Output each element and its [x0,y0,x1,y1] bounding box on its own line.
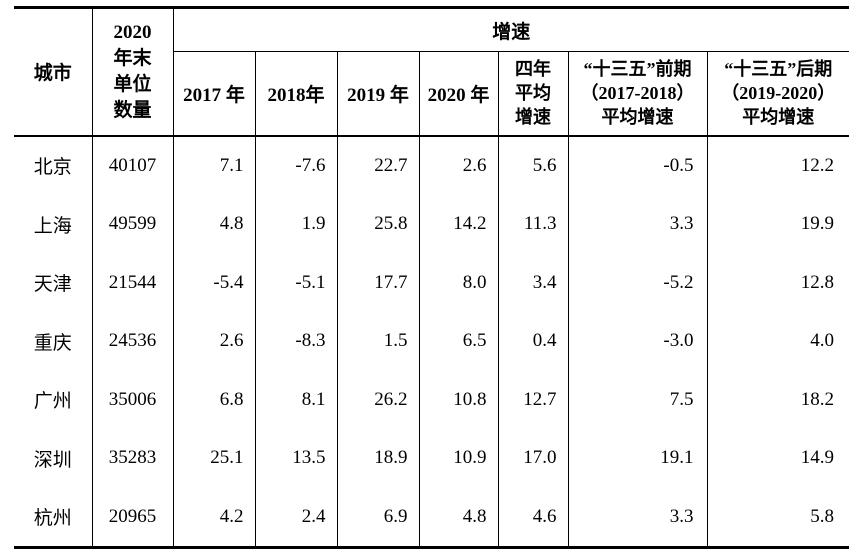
cell-units: 40107 [92,135,174,195]
header-growth: 增速 [173,7,850,52]
header-units-line: 2020 [113,21,152,43]
header-city: 城市 [14,7,93,137]
cell-value: 25.1 [173,429,256,488]
city-growth-table: 城市 2020 年末 单位 数量 增速 2017 年 2018年 2019 年 … [14,6,850,549]
cell-value: 7.5 [568,370,708,429]
cell-units: 21544 [92,253,174,312]
cell-city: 广州 [14,370,93,429]
header-avg-4yr-line: 平均 [515,83,551,104]
header-avg-4yr-line: 四年 [515,59,551,80]
header-avg-4yr: 四年 平均 增速 [498,51,569,137]
cell-value: -8.3 [255,312,338,371]
cell-value: 5.6 [498,135,569,195]
cell-value: -5.4 [173,253,256,312]
header-year-2018: 2018年 [255,51,338,137]
header-13-5-late-line: （2019-2020） [721,83,836,104]
cell-value: 4.6 [498,487,569,548]
cell-value: 26.2 [337,370,420,429]
header-units-2020: 2020 年末 单位 数量 [92,7,174,137]
cell-value: 6.9 [337,487,420,548]
cell-units: 35283 [92,429,174,488]
cell-value: 13.5 [255,429,338,488]
table-row-shenzhen: 深圳 35283 25.1 13.5 18.9 10.9 17.0 19.1 1… [14,429,849,488]
cell-value: 17.0 [498,429,569,488]
header-units-line: 年末 [113,47,152,69]
cell-value: 10.8 [419,370,499,429]
cell-city: 杭州 [14,487,93,548]
header-avg-4yr-line: 增速 [515,107,551,128]
table-row-shanghai: 上海 49599 4.8 1.9 25.8 14.2 11.3 3.3 19.9 [14,195,849,254]
table-row-beijing: 北京 40107 7.1 -7.6 22.7 2.6 5.6 -0.5 12.2 [14,135,849,195]
cell-value: 18.2 [800,388,835,410]
header-units-line: 数量 [113,99,152,121]
header-13-5-early-line: 平均增速 [601,107,674,128]
cell-value: 4.0 [810,330,835,352]
cell-value: 17.7 [337,253,420,312]
table-header: 城市 2020 年末 单位 数量 增速 2017 年 2018年 2019 年 … [14,7,850,137]
cell-value: 8.0 [419,253,499,312]
table-row-guangzhou: 广州 35006 6.8 8.1 26.2 10.8 12.7 7.5 18.2 [14,370,849,429]
cell-value: 1.9 [255,195,338,254]
header-year-2020: 2020 年 [419,51,499,137]
table-row-tianjin: 天津 21544 -5.4 -5.1 17.7 8.0 3.4 -5.2 12.… [14,253,849,312]
cell-units: 49599 [92,195,174,254]
cell-city: 天津 [14,253,93,312]
cell-value: 14.2 [419,195,499,254]
cell-value: -0.5 [568,135,708,195]
cell-value: -5.1 [255,253,338,312]
cell-value: 4.2 [173,487,256,548]
cell-units: 35006 [92,370,174,429]
cell-city: 重庆 [14,312,93,371]
cell-value: 22.7 [337,135,420,195]
table-row-hangzhou: 杭州 20965 4.2 2.4 6.9 4.8 4.6 3.3 5.8 [14,487,849,548]
cell-value: 19.9 [800,213,835,235]
header-row-top: 城市 2020 年末 单位 数量 增速 [14,7,850,137]
cell-value: 11.3 [498,195,569,254]
cell-value: 4.8 [173,195,256,254]
cell-value: 6.8 [173,370,256,429]
cell-city: 上海 [14,195,93,254]
header-13-5-late-line: “十三五”后期 [724,59,833,80]
cell-value: 5.8 [810,505,835,527]
cell-value: 18.9 [337,429,420,488]
cell-value: 10.9 [419,429,499,488]
cell-value: 25.8 [337,195,420,254]
cell-value: 2.4 [255,487,338,548]
cell-units: 24536 [92,312,174,371]
header-13-5-late-line: 平均增速 [742,107,815,128]
cell-units: 20965 [92,487,174,548]
cell-value: 12.8 [800,271,835,293]
cell-value: 3.3 [568,195,708,254]
header-13-5-early-line: “十三五”前期 [583,59,692,80]
cell-value: 3.4 [498,253,569,312]
header-year-2019: 2019 年 [337,51,420,137]
cell-value: -3.0 [568,312,708,371]
cell-value: 12.7 [498,370,569,429]
cell-value: 8.1 [255,370,338,429]
cell-value: -5.2 [568,253,708,312]
cell-value: -7.6 [255,135,338,195]
cell-value: 7.1 [173,135,256,195]
table-body: 北京 40107 7.1 -7.6 22.7 2.6 5.6 -0.5 12.2… [14,135,849,548]
header-13-5-early-line: （2017-2018） [580,83,695,104]
cell-value: 2.6 [173,312,256,371]
header-units-line: 单位 [113,73,152,95]
header-13-5-early: “十三五”前期 （2017-2018） 平均增速 [568,51,708,137]
cell-value: 1.5 [337,312,420,371]
table-container: 城市 2020 年末 单位 数量 增速 2017 年 2018年 2019 年 … [14,6,850,549]
cell-value: 3.3 [568,487,708,548]
cell-value: 14.9 [800,447,835,469]
cell-city: 深圳 [14,429,93,488]
header-row-sub: 2017 年 2018年 2019 年 2020 年 四年 平均 增速 “十三五… [14,51,850,137]
header-13-5-late: “十三五”后期 （2019-2020） 平均增速 [707,51,850,137]
cell-value: 12.2 [800,154,835,176]
cell-value: 0.4 [498,312,569,371]
table-row-chongqing: 重庆 24536 2.6 -8.3 1.5 6.5 0.4 -3.0 4.0 [14,312,849,371]
cell-value: 4.8 [419,487,499,548]
cell-value: 19.1 [568,429,708,488]
cell-value: 6.5 [419,312,499,371]
cell-city: 北京 [14,135,93,195]
header-year-2017: 2017 年 [173,51,256,137]
cell-value: 2.6 [419,135,499,195]
